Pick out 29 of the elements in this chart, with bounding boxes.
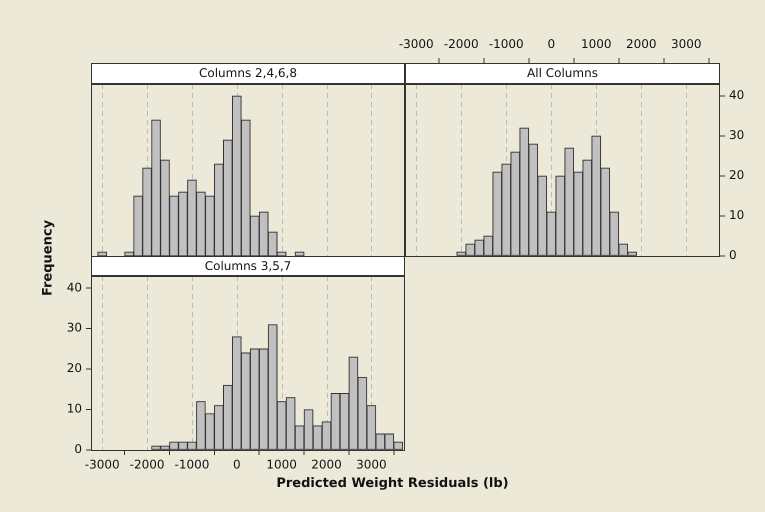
x-tick-label: -2000 bbox=[444, 36, 479, 51]
x-tick-label: 3000 bbox=[356, 457, 387, 472]
y-tick-label: 20 bbox=[66, 361, 82, 376]
x-tick-label: 2000 bbox=[626, 36, 657, 51]
x-tick-label: -1000 bbox=[488, 36, 524, 51]
x-tick-label: -1000 bbox=[174, 457, 210, 472]
y-tick-label: 30 bbox=[729, 128, 744, 142]
y-tick-label: 40 bbox=[729, 88, 744, 102]
chart-title: All Columns bbox=[405, 63, 720, 84]
chart-title: Columns 3,5,7 bbox=[91, 256, 405, 276]
y-tick-label: 0 bbox=[729, 248, 737, 262]
x-axis-title: Predicted Weight Residuals (lb) bbox=[275, 476, 510, 491]
x-tick-label: -3000 bbox=[398, 36, 434, 51]
x-tick-label: 1000 bbox=[266, 457, 297, 472]
x-tick-label: 0 bbox=[232, 457, 241, 472]
y-axis-title: Frequency bbox=[40, 220, 56, 296]
y-tick-label: 20 bbox=[729, 168, 744, 182]
x-tick-label: -2000 bbox=[130, 457, 165, 472]
x-tick-label: 1000 bbox=[580, 36, 612, 51]
y-tick-label: 10 bbox=[729, 208, 744, 222]
chart-title: Columns 2,4,6,8 bbox=[91, 63, 405, 84]
x-tick-label: 0 bbox=[547, 36, 556, 51]
x-tick-label: -3000 bbox=[84, 457, 120, 472]
y-tick-label: 40 bbox=[66, 280, 82, 294]
x-tick-label: 3000 bbox=[670, 36, 702, 51]
x-tick-label: 2000 bbox=[311, 457, 342, 472]
y-tick-label: 10 bbox=[66, 402, 82, 416]
y-tick-label: 30 bbox=[66, 320, 82, 335]
y-tick-label: 0 bbox=[74, 442, 82, 456]
